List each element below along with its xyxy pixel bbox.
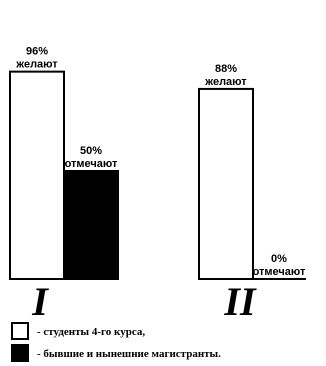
data-label-verb: желают [204,76,247,88]
data-label-verb: отмечают [65,158,118,170]
data-label: 0% [271,253,287,265]
legend-label-1: - студенты 4-го курса, [37,326,145,338]
data-label-verb: желают [15,59,58,71]
bar-I-s2 [63,170,119,280]
legend-swatch-2 [11,344,29,362]
data-label: 96% [26,46,48,58]
bar-I-s1 [9,70,65,280]
data-label: 88% [215,63,237,75]
group-label-I: I [31,279,49,324]
legend-swatch-1 [11,322,29,340]
data-label-verb: отмечают [253,266,306,278]
group-label-II: II [223,279,257,324]
data-label: 50% [80,145,102,157]
legend-label-2: - бывшие и нынешние магистранты. [37,348,221,360]
bar-II-s1 [198,87,254,280]
